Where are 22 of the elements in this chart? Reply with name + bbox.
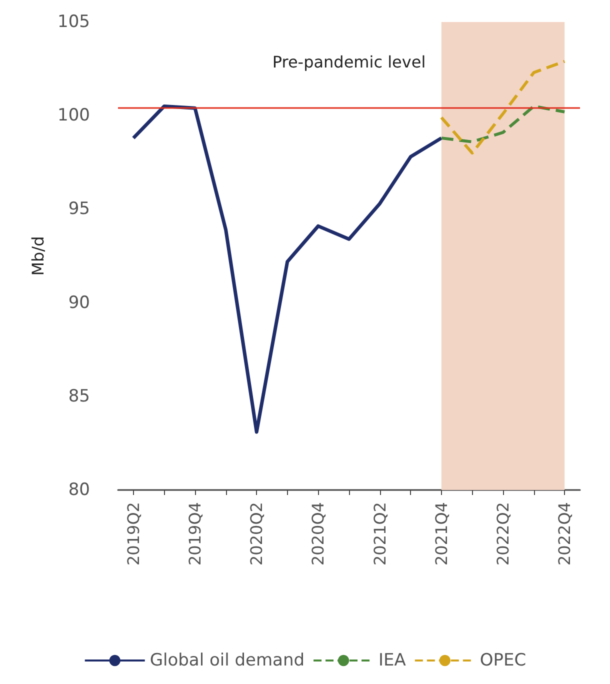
x-tick-label: 2020Q4 (308, 502, 328, 566)
line-series (132, 104, 444, 434)
x-tick-label: 2022Q4 (555, 502, 574, 566)
x-tick-label: 2021Q2 (370, 502, 390, 566)
y-tick-label: 80 (68, 480, 90, 500)
y-tick-label: 90 (68, 292, 90, 313)
x-tick-label: 2019Q2 (124, 502, 143, 566)
x-tick-label: 2019Q4 (186, 502, 204, 566)
line-series (440, 60, 566, 155)
x-tick-label: 2021Q4 (432, 502, 451, 566)
y-tick-label: 95 (68, 199, 90, 220)
y-tick-label: 85 (68, 386, 90, 406)
y-tick-label: 105 (58, 12, 90, 32)
x-tick-label: 2020Q2 (247, 502, 266, 566)
legend-label: IEA (378, 650, 406, 670)
ref-line-label: Pre-pandemic level (272, 52, 426, 72)
legend-label: OPEC (480, 650, 526, 670)
y-axis-title: Mb/d (28, 236, 48, 276)
y-tick-label: 100 (58, 106, 90, 126)
line-series (440, 104, 566, 144)
x-tick-label: 2022Q2 (494, 502, 512, 566)
legend-label: Global oil demand (150, 650, 305, 670)
